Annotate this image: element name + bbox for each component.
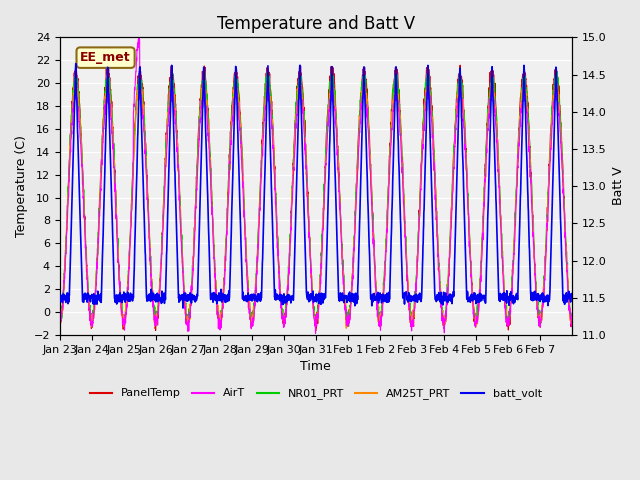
X-axis label: Time: Time bbox=[301, 360, 332, 373]
Title: Temperature and Batt V: Temperature and Batt V bbox=[217, 15, 415, 33]
Y-axis label: Temperature (C): Temperature (C) bbox=[15, 135, 28, 237]
Text: EE_met: EE_met bbox=[80, 51, 131, 64]
Y-axis label: Batt V: Batt V bbox=[612, 167, 625, 205]
Legend: PanelTemp, AirT, NR01_PRT, AM25T_PRT, batt_volt: PanelTemp, AirT, NR01_PRT, AM25T_PRT, ba… bbox=[86, 384, 546, 404]
